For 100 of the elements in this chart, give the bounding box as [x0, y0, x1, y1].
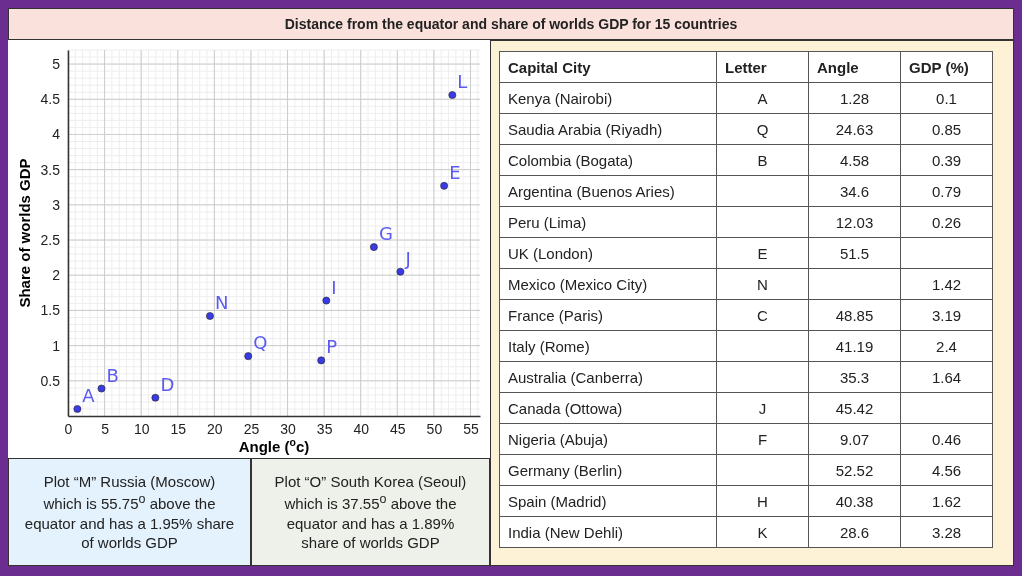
- x-tick-label: 30: [280, 420, 297, 437]
- text: C: [757, 306, 768, 324]
- category-label: Germany (Berlin): [508, 461, 623, 479]
- category-label: GDP (%): [900, 51, 993, 83]
- text: 1.42: [931, 275, 962, 293]
- category-label: Colombia (Bogata): [508, 151, 634, 169]
- category-label: Saudia Arabia (Riyadh): [508, 120, 663, 138]
- x-tick-label: 0: [64, 420, 73, 437]
- text: 28.6: [839, 523, 870, 541]
- x-tick-label: 50: [426, 420, 443, 437]
- annotation: N: [214, 292, 229, 314]
- text: K: [757, 523, 768, 541]
- x-tick-label: 25: [243, 420, 260, 437]
- text: 48.85: [835, 306, 874, 324]
- point: [396, 267, 405, 276]
- text: 0.79: [931, 182, 962, 200]
- point: [440, 181, 449, 190]
- category-label: Mexico (Mexico City): [508, 275, 648, 293]
- category-label: Letter: [716, 51, 809, 83]
- text: Distance from the equator and share of worlds GDP for 15 countries: [8, 8, 1014, 40]
- text: 1.64: [931, 368, 962, 386]
- text: 51.5: [839, 244, 870, 262]
- y-tick-label: 1: [52, 337, 61, 354]
- category-label: UK (London): [508, 244, 594, 262]
- x-tick-label: 15: [170, 420, 187, 437]
- text: 52.52: [835, 461, 874, 479]
- x-tick-label: 35: [316, 420, 333, 437]
- x-axis-title: Angle ($^{o}$c): [238, 436, 310, 455]
- annotation: L: [457, 71, 468, 93]
- text: 3.28: [931, 523, 962, 541]
- text: J: [758, 399, 767, 417]
- point: [448, 91, 457, 99]
- text: Plot “O” South Korea (Seoul) which is 37.55$^{o}$ above the equator and has a 1.89% share of worlds GDP: [273, 471, 468, 553]
- category-label: Italy (Rome): [508, 337, 590, 355]
- y-tick-label: 2.5: [40, 232, 61, 249]
- category-label: France (Paris): [508, 306, 604, 324]
- text: 0.46: [931, 430, 962, 448]
- text: 35.3: [839, 368, 870, 386]
- point: [206, 312, 214, 320]
- category-label: Canada (Ottowa): [508, 399, 623, 417]
- x-tick-label: 5: [101, 420, 110, 437]
- point: [317, 356, 326, 365]
- text: 45.42: [835, 399, 874, 417]
- point: [370, 243, 378, 251]
- category-label: Australia (Canberra): [508, 368, 644, 386]
- text: 12.03: [835, 213, 874, 231]
- annotation: E: [449, 161, 461, 183]
- text: 40.38: [835, 492, 874, 510]
- annotation: D: [160, 373, 175, 395]
- text: B: [757, 151, 768, 169]
- y-axis-title: Share of worlds GDP: [16, 158, 33, 308]
- annotation: Q: [253, 332, 268, 354]
- point: [151, 393, 160, 402]
- text: 4.58: [839, 151, 870, 169]
- y-tick-label: 5: [52, 56, 61, 73]
- text: 24.63: [835, 120, 874, 138]
- text: 1.28: [839, 89, 870, 107]
- category-label: Spain (Madrid): [508, 492, 607, 510]
- text: E: [757, 244, 768, 262]
- category-label: Argentina (Buenos Aries): [508, 182, 675, 200]
- point: [97, 384, 106, 393]
- point: [73, 405, 82, 413]
- category-label: Peru (Lima): [508, 213, 587, 231]
- text: 4.56: [931, 461, 962, 479]
- text: 41.19: [835, 337, 874, 355]
- text: Plot “M” Russia (Moscow) which is 55.75$^{o}$ above the equator and has a 1.95% share of worlds GDP: [23, 471, 236, 553]
- x-tick-label: 45: [390, 420, 406, 437]
- category-label: Kenya (Nairobi): [508, 89, 613, 107]
- x-tick-label: 55: [463, 420, 479, 437]
- text: 0.39: [931, 151, 962, 169]
- text: N: [757, 275, 768, 293]
- x-tick-label: 40: [353, 420, 370, 437]
- category-label: Angle: [808, 51, 901, 83]
- text: Capital City: [499, 51, 717, 83]
- annotation: J: [404, 247, 411, 269]
- annotation: B: [106, 364, 119, 386]
- text: 0.26: [931, 213, 962, 231]
- annotation: A: [82, 384, 96, 406]
- text: 2.4: [936, 337, 957, 355]
- y-tick-label: 2: [52, 267, 61, 284]
- text: 34.6: [839, 182, 870, 200]
- text: 0.85: [931, 120, 962, 138]
- y-tick-label: 4: [52, 126, 61, 143]
- y-tick-label: 0.5: [40, 372, 61, 389]
- category-label: Nigeria (Abuja): [508, 430, 609, 448]
- category-label: India (New Dehli): [508, 523, 624, 541]
- text: 9.07: [839, 430, 870, 448]
- y-tick-label: 3: [52, 196, 61, 213]
- text: Q: [756, 120, 769, 138]
- annotation: P: [326, 336, 338, 358]
- text: 3.19: [931, 306, 962, 324]
- text: F: [757, 430, 768, 448]
- point: [244, 352, 253, 361]
- point: [322, 296, 331, 305]
- x-tick-label: 20: [207, 420, 223, 437]
- text: 0.1: [936, 89, 957, 107]
- annotation: G: [378, 223, 393, 245]
- text: H: [757, 492, 768, 510]
- y-tick-label: 3.5: [40, 161, 61, 178]
- x-tick-label: 10: [133, 420, 150, 437]
